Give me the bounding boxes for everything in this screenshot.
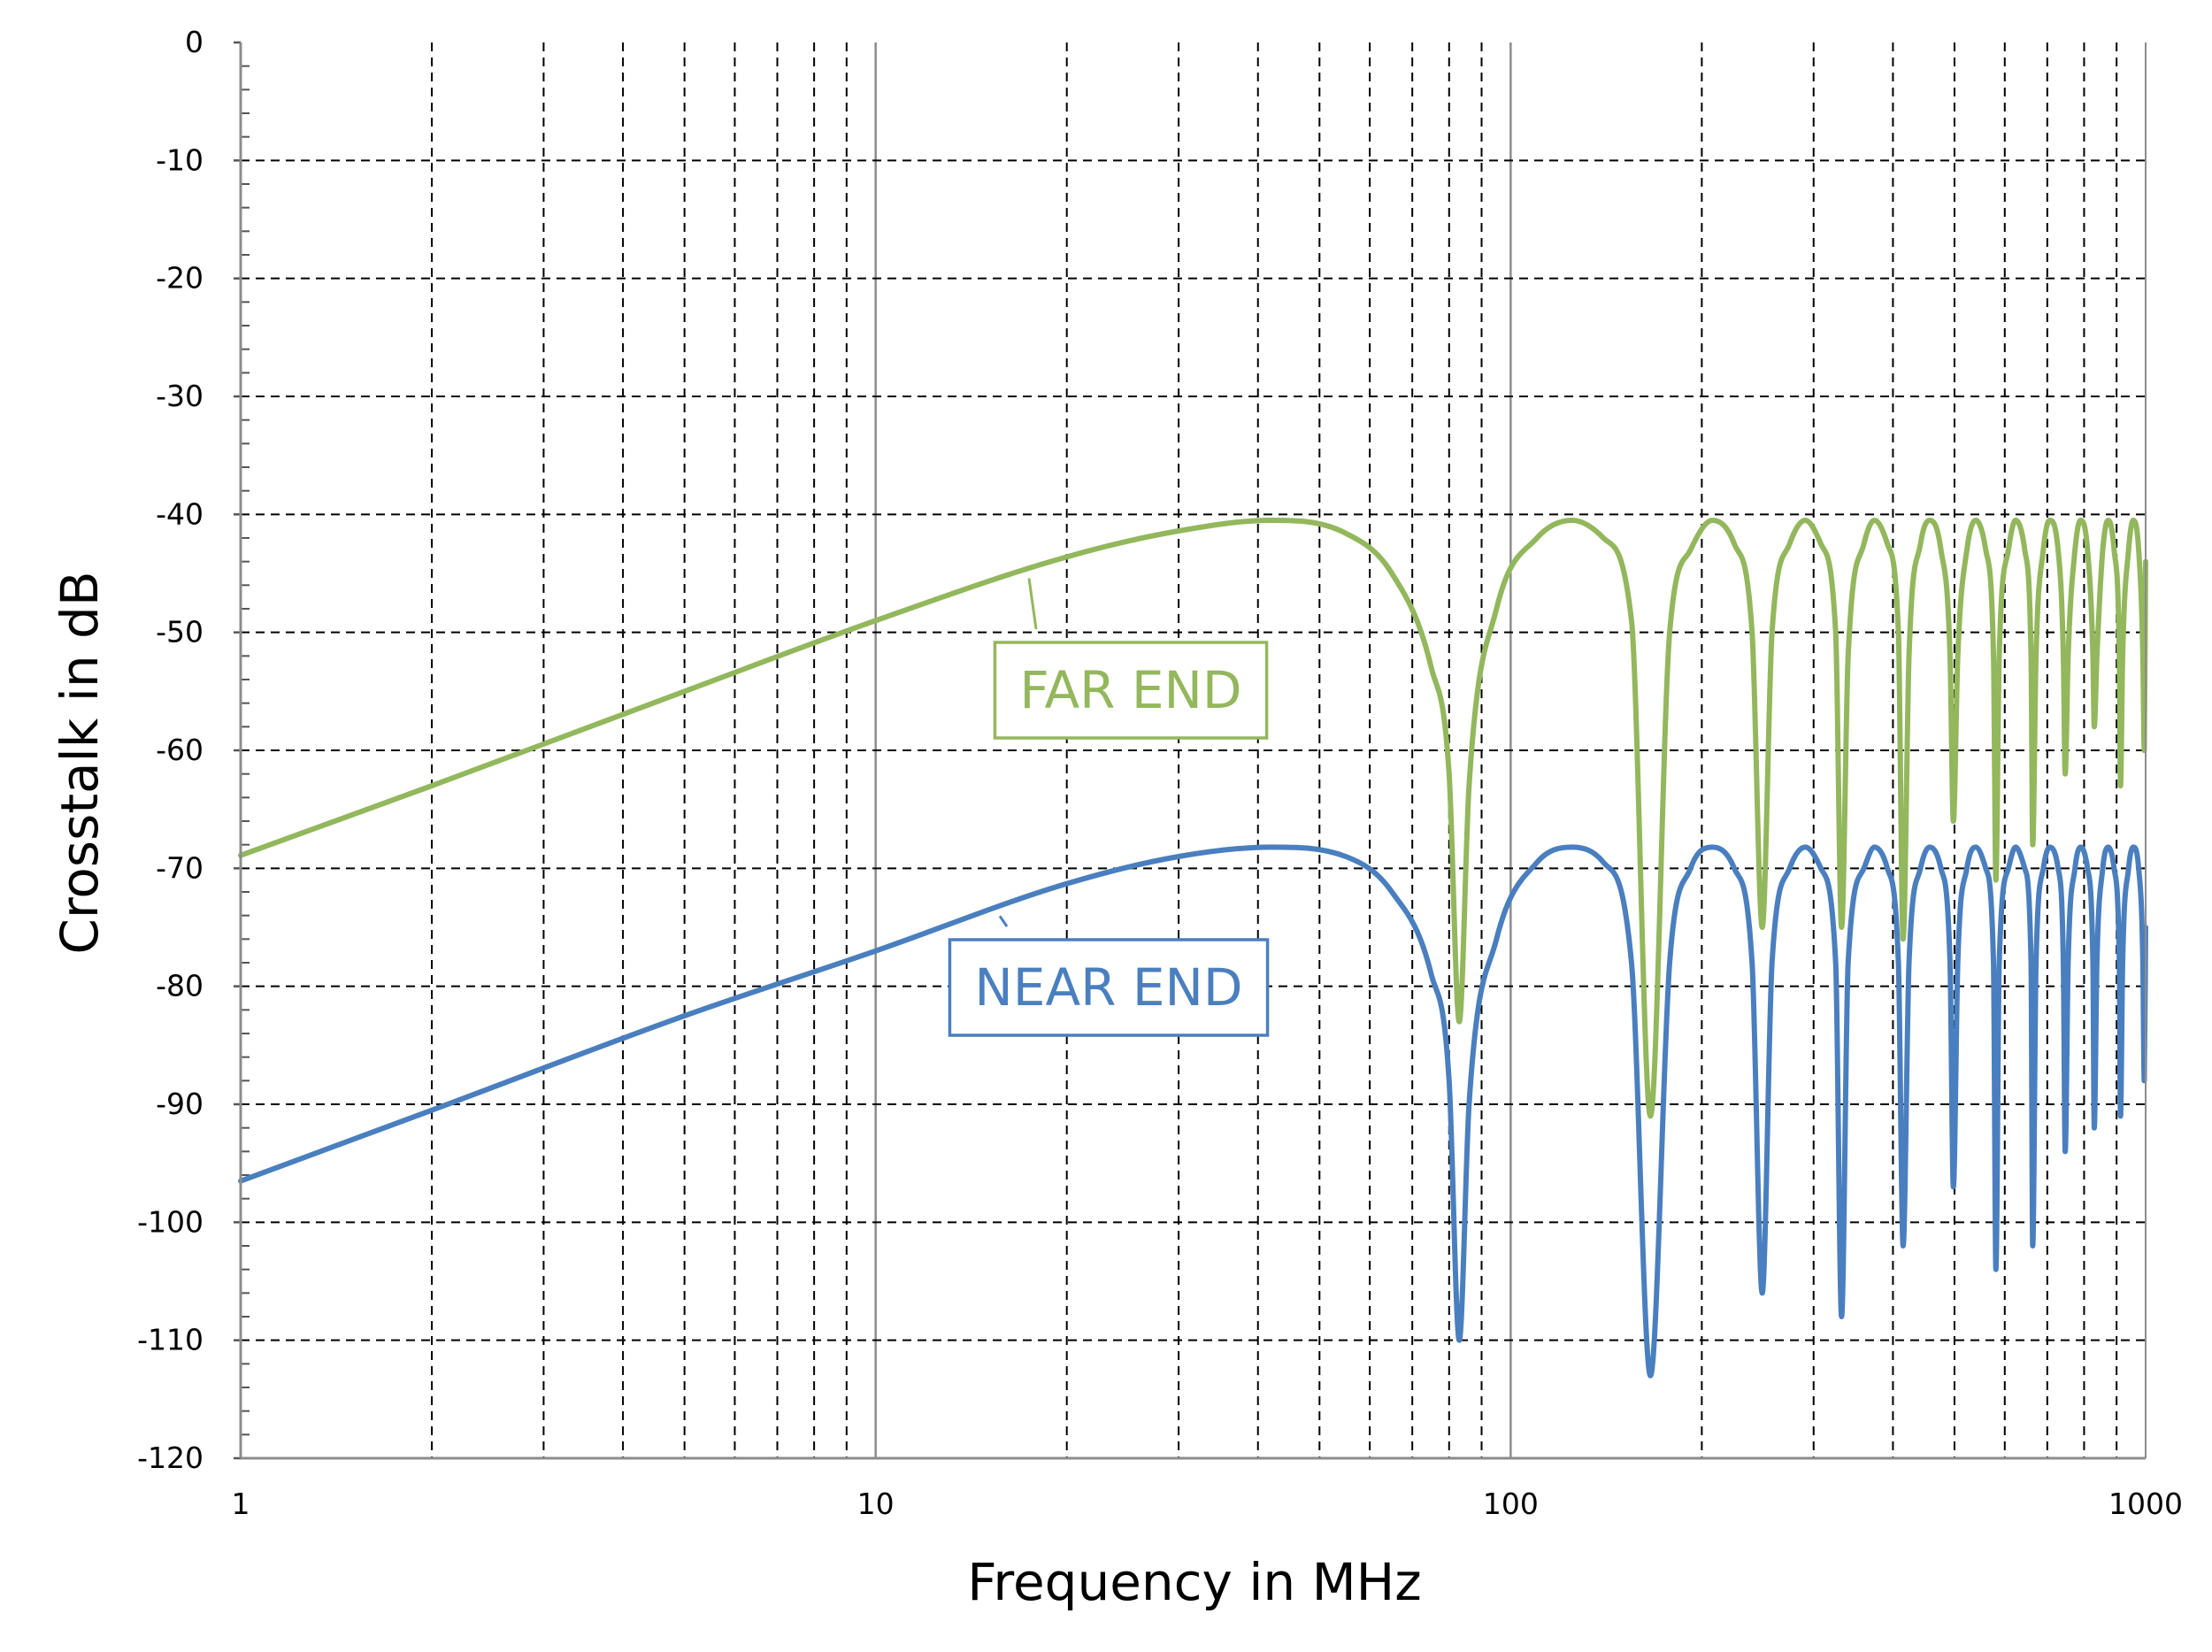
y-tick-label: -100 [137, 1204, 204, 1239]
y-tick-label: -10 [156, 142, 204, 177]
series-line-far-end [238, 518, 2148, 1119]
y-tick-label: 0 [185, 25, 204, 59]
callout-leader-far-end [1027, 578, 1038, 630]
y-axis-title: Crosstalk in dB [50, 571, 110, 954]
x-tick-label: 1 [232, 1487, 250, 1521]
y-tick-label: -30 [156, 379, 204, 413]
series-line-near-end [238, 844, 2148, 1379]
y-tick-label: -110 [137, 1323, 204, 1357]
series-lines [238, 518, 2148, 1379]
callout-label-far-end: FAR END [1019, 660, 1241, 720]
axes [239, 42, 2147, 1460]
callout-leader-near-end [998, 915, 1009, 927]
y-tick-label: -40 [156, 496, 204, 531]
callout-box-near-end [948, 938, 1270, 1037]
y-tick-label: -90 [156, 1087, 204, 1121]
x-tick-label: 1000 [2108, 1487, 2183, 1521]
callout-label-near-end: NEAR END [974, 957, 1242, 1018]
x-tick-label: 10 [857, 1487, 895, 1521]
callout-box-far-end [993, 641, 1269, 740]
y-tick-label: -70 [156, 850, 204, 885]
callout-far-end: FAR END [993, 578, 1269, 740]
tick-marks [234, 41, 250, 1460]
callout-near-end: NEAR END [948, 915, 1270, 1037]
x-axis-title: Frequency in MHz [967, 1552, 1421, 1612]
y-tick-label: -80 [156, 969, 204, 1003]
y-tick-label: -20 [156, 261, 204, 296]
y-tick-label: -120 [137, 1441, 204, 1475]
x-tick-label: 100 [1483, 1487, 1539, 1521]
callouts: FAR END NEAR END [948, 578, 1270, 1037]
tick-labels: 0 -10 -20 -30 -40 -50 -60 -70 -80 -90 -100 -110 -120… [137, 25, 2183, 1521]
y-tick-label: -50 [156, 615, 204, 649]
y-tick-label: -60 [156, 733, 204, 767]
